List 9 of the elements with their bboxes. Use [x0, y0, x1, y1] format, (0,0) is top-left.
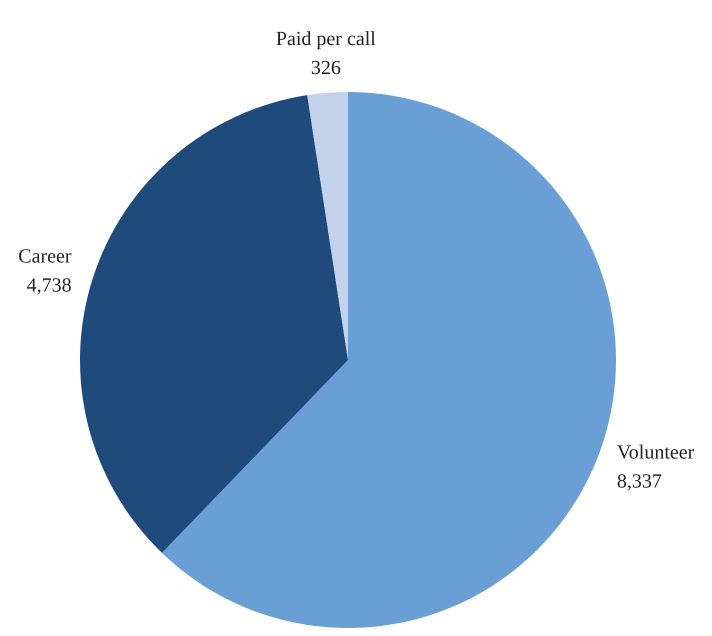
- pie-slice: [162, 92, 616, 628]
- data-label: 8,337: [616, 470, 662, 493]
- pie-slice: [307, 92, 348, 360]
- data-label: 4,738: [26, 274, 72, 296]
- data-label: 326: [310, 56, 341, 79]
- slice-label: Paid per call: [276, 28, 376, 50]
- slice-label: Career: [18, 245, 72, 268]
- pie-slice: [80, 95, 348, 553]
- slice-label: Volunteer: [616, 442, 695, 464]
